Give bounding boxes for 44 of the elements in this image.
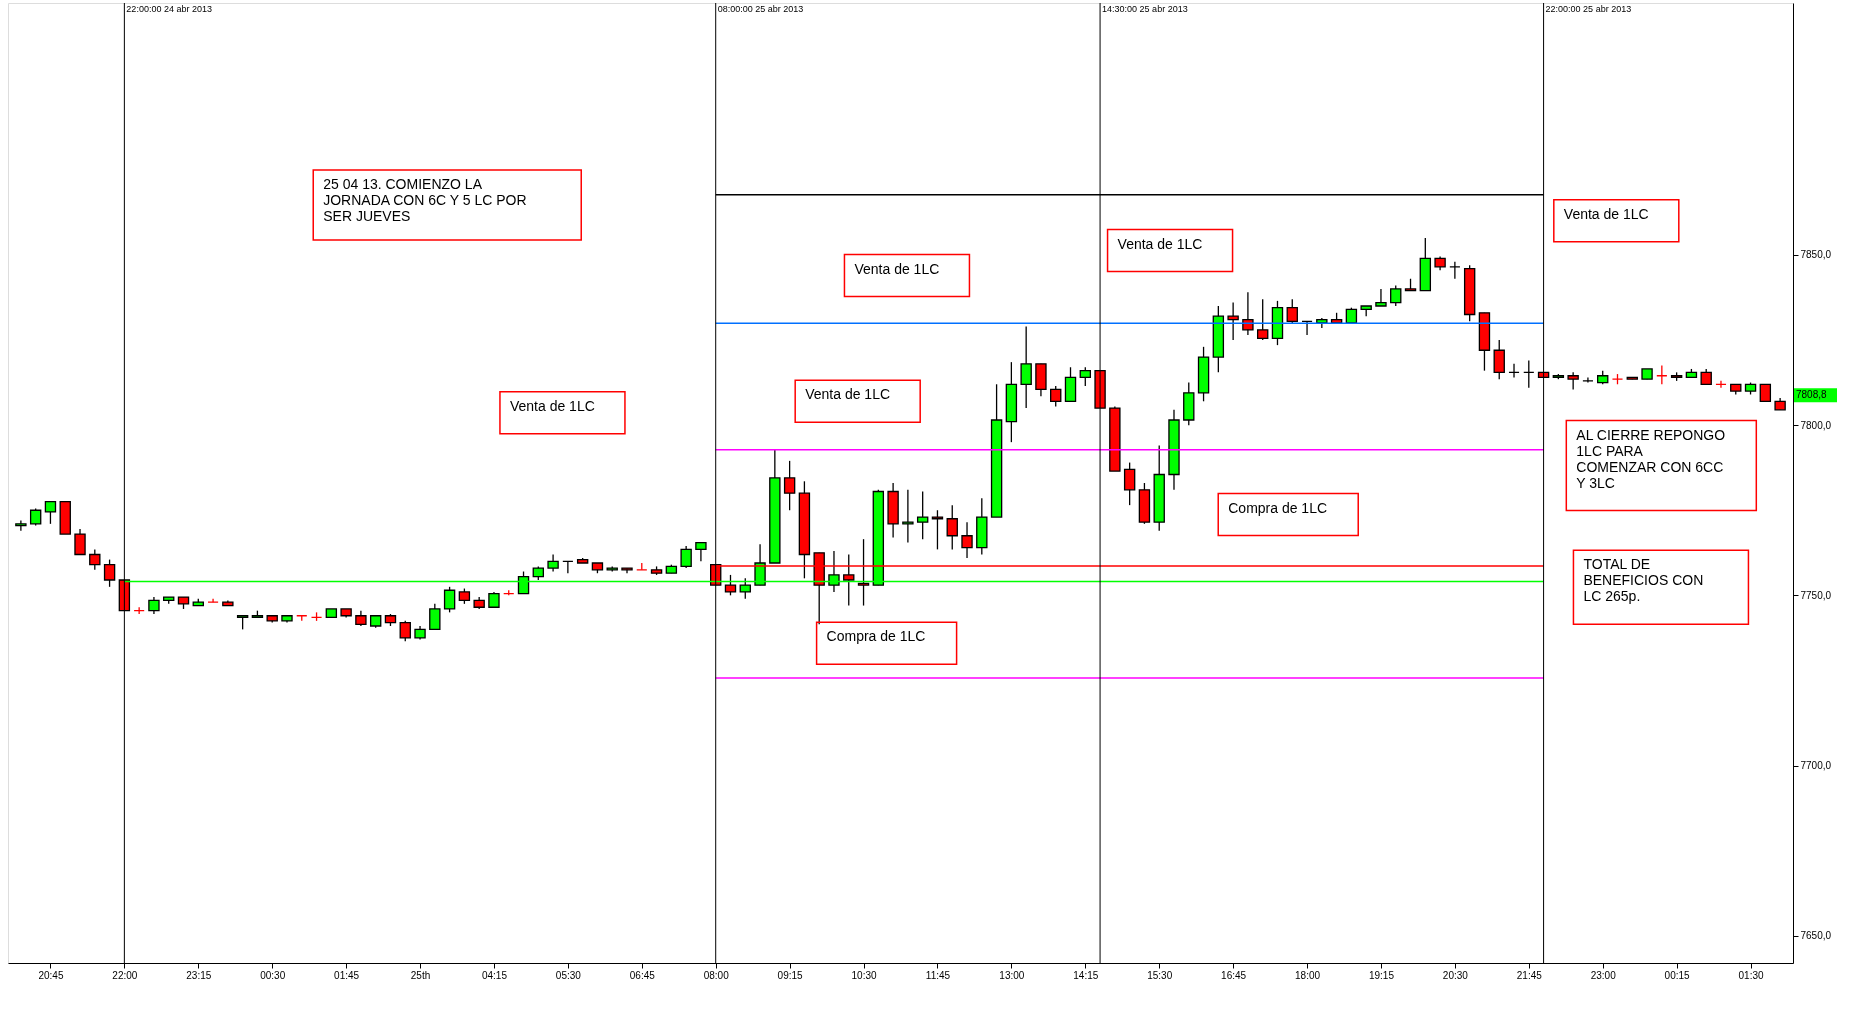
- x-tick-label: 00:15: [1664, 969, 1691, 981]
- x-tick-label: 13:00: [999, 969, 1025, 981]
- x-tick-label: 19:15: [1368, 969, 1395, 981]
- x-tick-label: 11:45: [925, 969, 951, 981]
- ref-line-label: 14:30:00 25 abr 2013: [1102, 4, 1188, 14]
- x-tick-label: 16:45: [1221, 969, 1247, 981]
- x-tick-label: 18:00: [1295, 969, 1321, 981]
- x-tick-label: 20:45: [38, 969, 64, 981]
- x-tick-label: 01:30: [1738, 969, 1764, 981]
- annotation: Compra de 1LC: [826, 628, 926, 645]
- annotation: Venta de 1LC: [805, 386, 891, 403]
- y-tick-label: 7650,0: [1800, 930, 1832, 942]
- x-tick-label: 23:15: [186, 969, 212, 981]
- x-tick-label: 22:00: [112, 969, 138, 981]
- x-tick-label: 09:15: [777, 969, 804, 981]
- x-tick-label: 15:30: [1147, 969, 1173, 981]
- ref-line-label: 22:00:00 24 abr 2013: [126, 4, 212, 14]
- x-tick-label: 06:45: [629, 969, 656, 981]
- annotation: Compra de 1LC: [1228, 499, 1328, 516]
- x-tick-label: 08:00: [703, 969, 730, 981]
- x-tick-label: 10:30: [851, 969, 877, 981]
- x-tick-label: 21:45: [1516, 969, 1543, 981]
- y-tick-label: 7850,0: [1800, 249, 1832, 261]
- annotation: AL CIERRE REPONGO 1LC PARA COMENZAR CON 6CC Y 3LC: [1576, 426, 1726, 491]
- x-tick-label: 14:15: [1073, 969, 1099, 981]
- annotation: TOTAL DE BENEFICIOS CON LC 265p.: [1583, 556, 1704, 605]
- x-tick-label: 00:30: [260, 969, 286, 981]
- y-tick-label: 7700,0: [1800, 760, 1832, 772]
- ref-line-label: 08:00:00 25 abr 2013: [717, 4, 804, 14]
- x-tick-label: 04:15: [481, 969, 508, 981]
- annotation: Venta de 1LC: [509, 397, 595, 414]
- annotation: 25 04 13. COMIENZO LA JORNADA CON 6C Y 5 LC POR SER JUEVES: [323, 176, 527, 225]
- y-tick-label: 7800,0: [1800, 419, 1832, 431]
- x-tick-label: 01:45: [334, 969, 360, 981]
- x-tick-label: 25th: [410, 969, 431, 981]
- y-tick-label: 7750,0: [1800, 589, 1832, 601]
- ref-line-label: 22:00:00 25 abr 2013: [1545, 4, 1632, 14]
- annotation: Venta de 1LC: [1563, 205, 1649, 222]
- text: 7808,8: [1796, 389, 1828, 401]
- annotation: Venta de 1LC: [854, 260, 940, 277]
- annotation: Venta de 1LC: [1117, 235, 1203, 252]
- x-tick-label: 05:30: [555, 969, 582, 981]
- x-tick-label: 23:00: [1590, 969, 1617, 981]
- x-tick-label: 20:30: [1442, 969, 1469, 981]
